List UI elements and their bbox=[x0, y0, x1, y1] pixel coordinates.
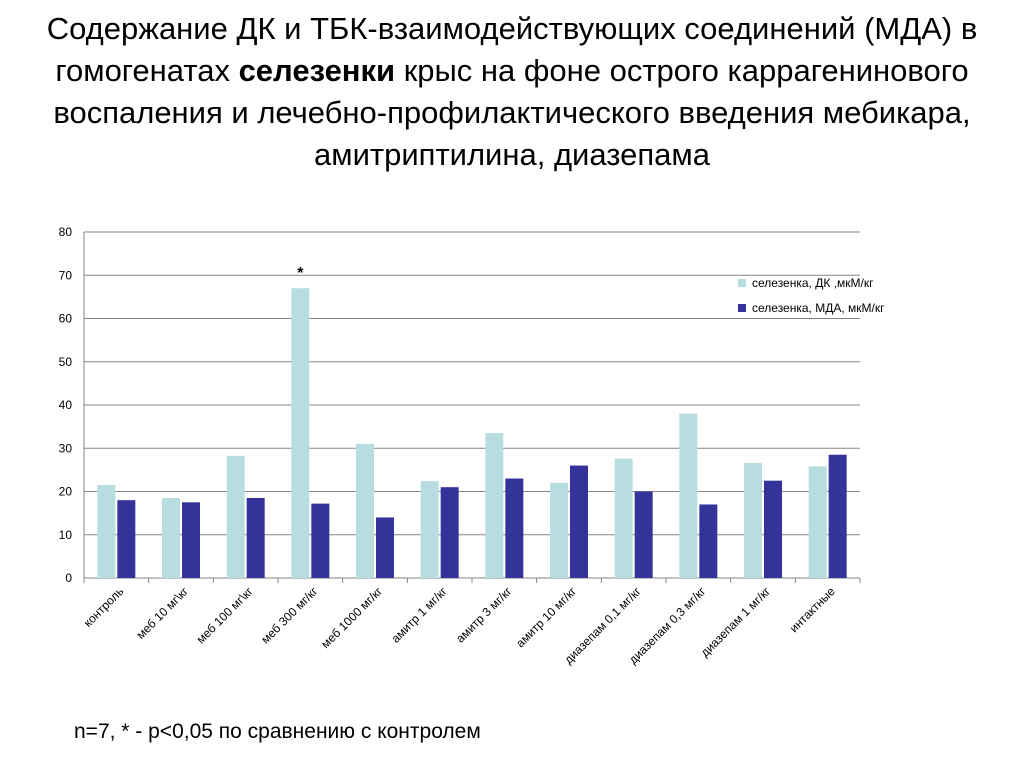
bar-mda bbox=[117, 500, 136, 578]
y-tick-label: 70 bbox=[59, 268, 73, 282]
y-tick-label: 80 bbox=[59, 225, 73, 239]
y-tick-label: 0 bbox=[65, 571, 72, 585]
bar-dk bbox=[291, 288, 310, 578]
y-tick-label: 10 bbox=[59, 528, 73, 542]
legend-label-mda: селезенка, МДА, мкМ/кг bbox=[752, 301, 885, 315]
legend-swatch-dk bbox=[738, 279, 746, 287]
legend-label-dk: селезенка, ДК ,мкМ/кг bbox=[752, 276, 874, 290]
bar-dk bbox=[162, 497, 180, 578]
x-tick-label: амитр 1 мг/кг bbox=[388, 584, 450, 646]
bar-mda bbox=[828, 454, 847, 578]
bar-mda bbox=[376, 517, 394, 578]
slide-title: Содержание ДК и ТБК-взаимодействующих со… bbox=[46, 11, 978, 172]
bar-mda bbox=[182, 502, 200, 578]
y-tick-label: 40 bbox=[59, 398, 73, 412]
x-tick-label: амитр 10 мг/кг bbox=[513, 584, 579, 650]
bar-mda bbox=[505, 478, 524, 578]
bar-mda bbox=[764, 480, 782, 578]
x-tick-label: диазепам 1 мг/кг bbox=[698, 584, 774, 660]
bar-dk bbox=[97, 485, 116, 578]
bar-dk bbox=[550, 482, 568, 578]
bar-mda bbox=[440, 487, 459, 578]
bar-dk bbox=[356, 443, 374, 578]
x-tick-label: меб 300 мг/кг bbox=[258, 584, 321, 647]
y-tick-label: 50 bbox=[59, 355, 73, 369]
significance-marker: * bbox=[297, 265, 304, 282]
title-bold-word: селезенки bbox=[238, 53, 396, 88]
footnote: n=7, * - p<0,05 по сравнению с контролем bbox=[74, 720, 481, 743]
x-tick-label: меб 100 мг\кг bbox=[194, 584, 257, 647]
y-tick-label: 20 bbox=[59, 485, 73, 499]
y-tick-label: 30 bbox=[59, 441, 73, 455]
x-tick-label: интактные bbox=[787, 584, 838, 635]
bar-mda bbox=[570, 465, 588, 578]
bar-mda bbox=[634, 491, 653, 578]
bar-dk bbox=[808, 466, 827, 578]
x-tick-label: контроль bbox=[81, 584, 127, 630]
x-tick-label: меб 1000 мг/кг bbox=[318, 584, 385, 651]
legend-swatch-mda bbox=[738, 304, 746, 312]
bar-mda bbox=[311, 503, 330, 578]
bar-dk bbox=[226, 456, 245, 578]
bar-dk bbox=[420, 481, 439, 578]
y-tick-label: 60 bbox=[59, 312, 73, 326]
x-tick-label: меб 10 мг\кг bbox=[134, 584, 192, 642]
bar-dk bbox=[679, 413, 698, 578]
x-tick-label: амитр 3 мг/кг bbox=[453, 584, 515, 646]
bar-dk bbox=[485, 433, 504, 578]
bar-mda bbox=[246, 497, 265, 578]
bar-dk bbox=[744, 462, 762, 578]
bar-dk bbox=[614, 458, 633, 578]
bar-mda bbox=[699, 504, 718, 578]
